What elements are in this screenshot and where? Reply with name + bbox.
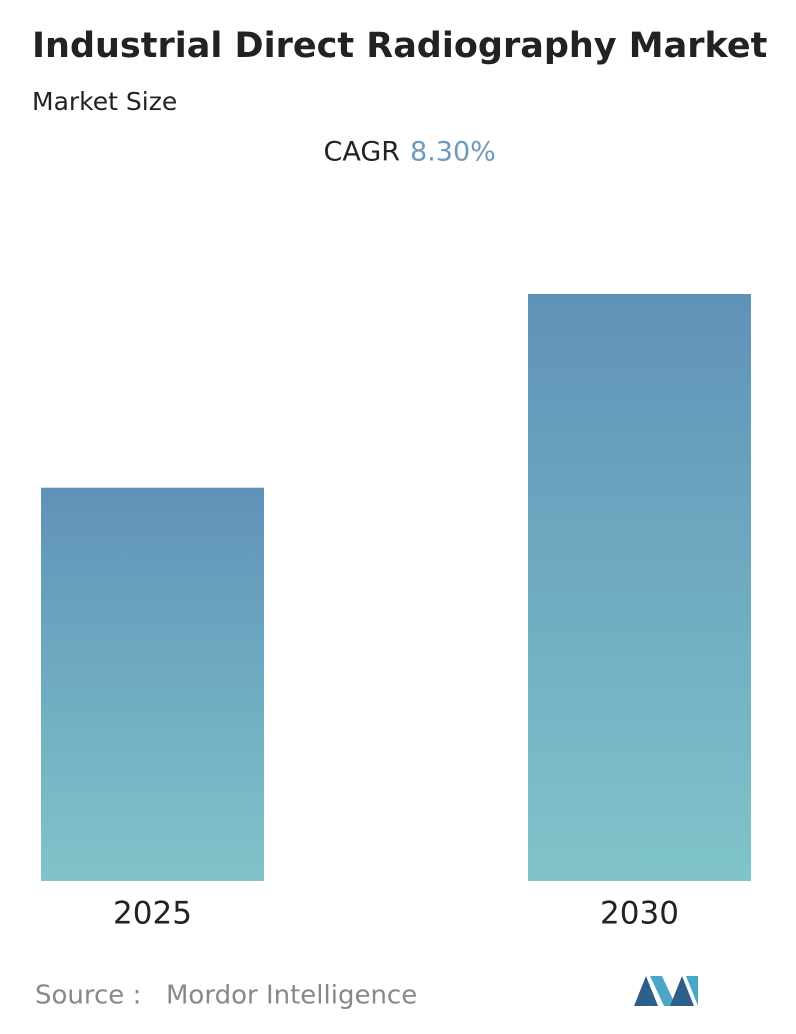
x-tick-label: 2030 xyxy=(600,896,679,932)
cagr-label: CAGR xyxy=(323,137,400,168)
logo xyxy=(634,976,698,1006)
bar xyxy=(41,487,264,881)
x-tick-label: 2025 xyxy=(113,896,192,932)
chart-subtitle: Market Size xyxy=(32,87,177,116)
source: Mordor Intelligence xyxy=(166,981,417,1011)
cagr-value: 8.30% xyxy=(410,137,496,168)
source-label: Source : xyxy=(35,981,141,1011)
bar xyxy=(528,294,751,881)
chart-title: Industrial Direct Radiography Market xyxy=(32,26,767,66)
